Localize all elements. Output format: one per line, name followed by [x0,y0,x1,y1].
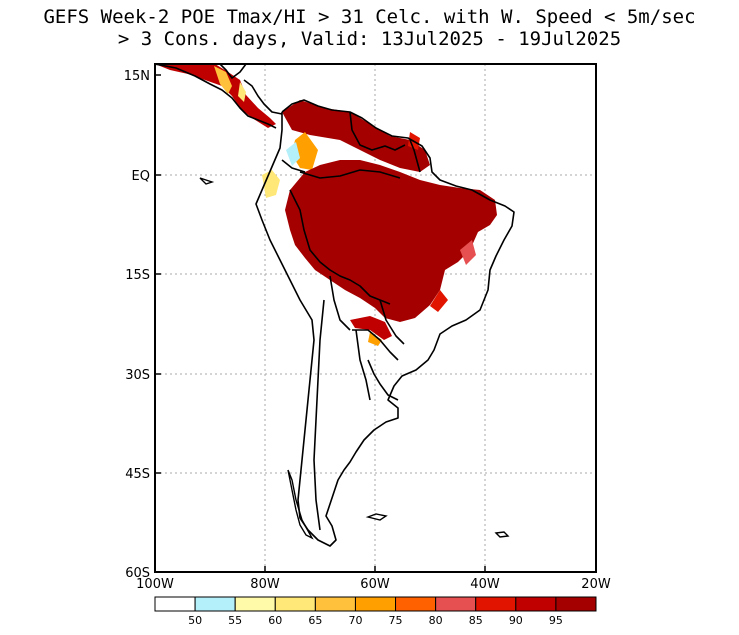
islands [199,177,510,540]
colorbar-label: 85 [469,614,483,627]
lon-label-80w: 80W [250,577,280,592]
colorbar-label: 90 [509,614,523,627]
colorbar-swatch [314,596,356,612]
axis-ticks [155,74,486,572]
colorbar-swatch [555,596,597,612]
map-title: GEFS Week-2 POE Tmax/HI > 31 Celc. with … [0,6,739,50]
colorbar-swatch [154,596,196,612]
title-line-2: > 3 Cons. days, Valid: 13Jul2025 - 19Jul… [117,28,622,50]
colorbar-swatch [475,596,517,612]
colorbar-label: 80 [429,614,443,627]
colorbar-swatch [515,596,557,612]
lat-label-eq: EQ [132,169,150,184]
colorbar-label: 50 [188,614,202,627]
map-area [155,64,596,572]
lat-label-45s: 45S [125,467,150,482]
colorbar: 50 55 60 65 70 75 80 85 90 95 [154,596,597,627]
colorbar-label: 55 [228,614,242,627]
lat-label-15n: 15N [124,69,150,84]
longitude-labels: 100W 80W 60W 40W 20W [136,577,611,592]
colorbar-label: 60 [268,614,282,627]
colorbar-swatch [194,596,236,612]
colorbar-swatch [435,596,477,612]
probability-shading [155,64,497,346]
lat-label-60s: 60S [125,566,150,581]
lon-label-60w: 60W [360,577,390,592]
latitude-labels: 15N EQ 15S 30S 45S 60S [124,69,150,581]
lon-label-40w: 40W [470,577,500,592]
colorbar-swatch [395,596,437,612]
colorbar-swatches [154,596,597,612]
colorbar-swatch [274,596,316,612]
coastlines [155,64,515,547]
colorbar-label: 75 [389,614,403,627]
lon-label-20w: 20W [581,577,611,592]
lat-label-15s: 15S [125,268,150,283]
colorbar-label: 65 [308,614,322,627]
lat-label-30s: 30S [125,368,150,383]
colorbar-label: 70 [348,614,362,627]
title-line-1: GEFS Week-2 POE Tmax/HI > 31 Celc. with … [43,6,696,28]
colorbar-labels: 50 55 60 65 70 75 80 85 90 95 [188,614,563,627]
colorbar-label: 95 [549,614,563,627]
colorbar-swatch [234,596,276,612]
lon-label-100w: 100W [136,577,174,592]
colorbar-swatch [354,596,397,612]
